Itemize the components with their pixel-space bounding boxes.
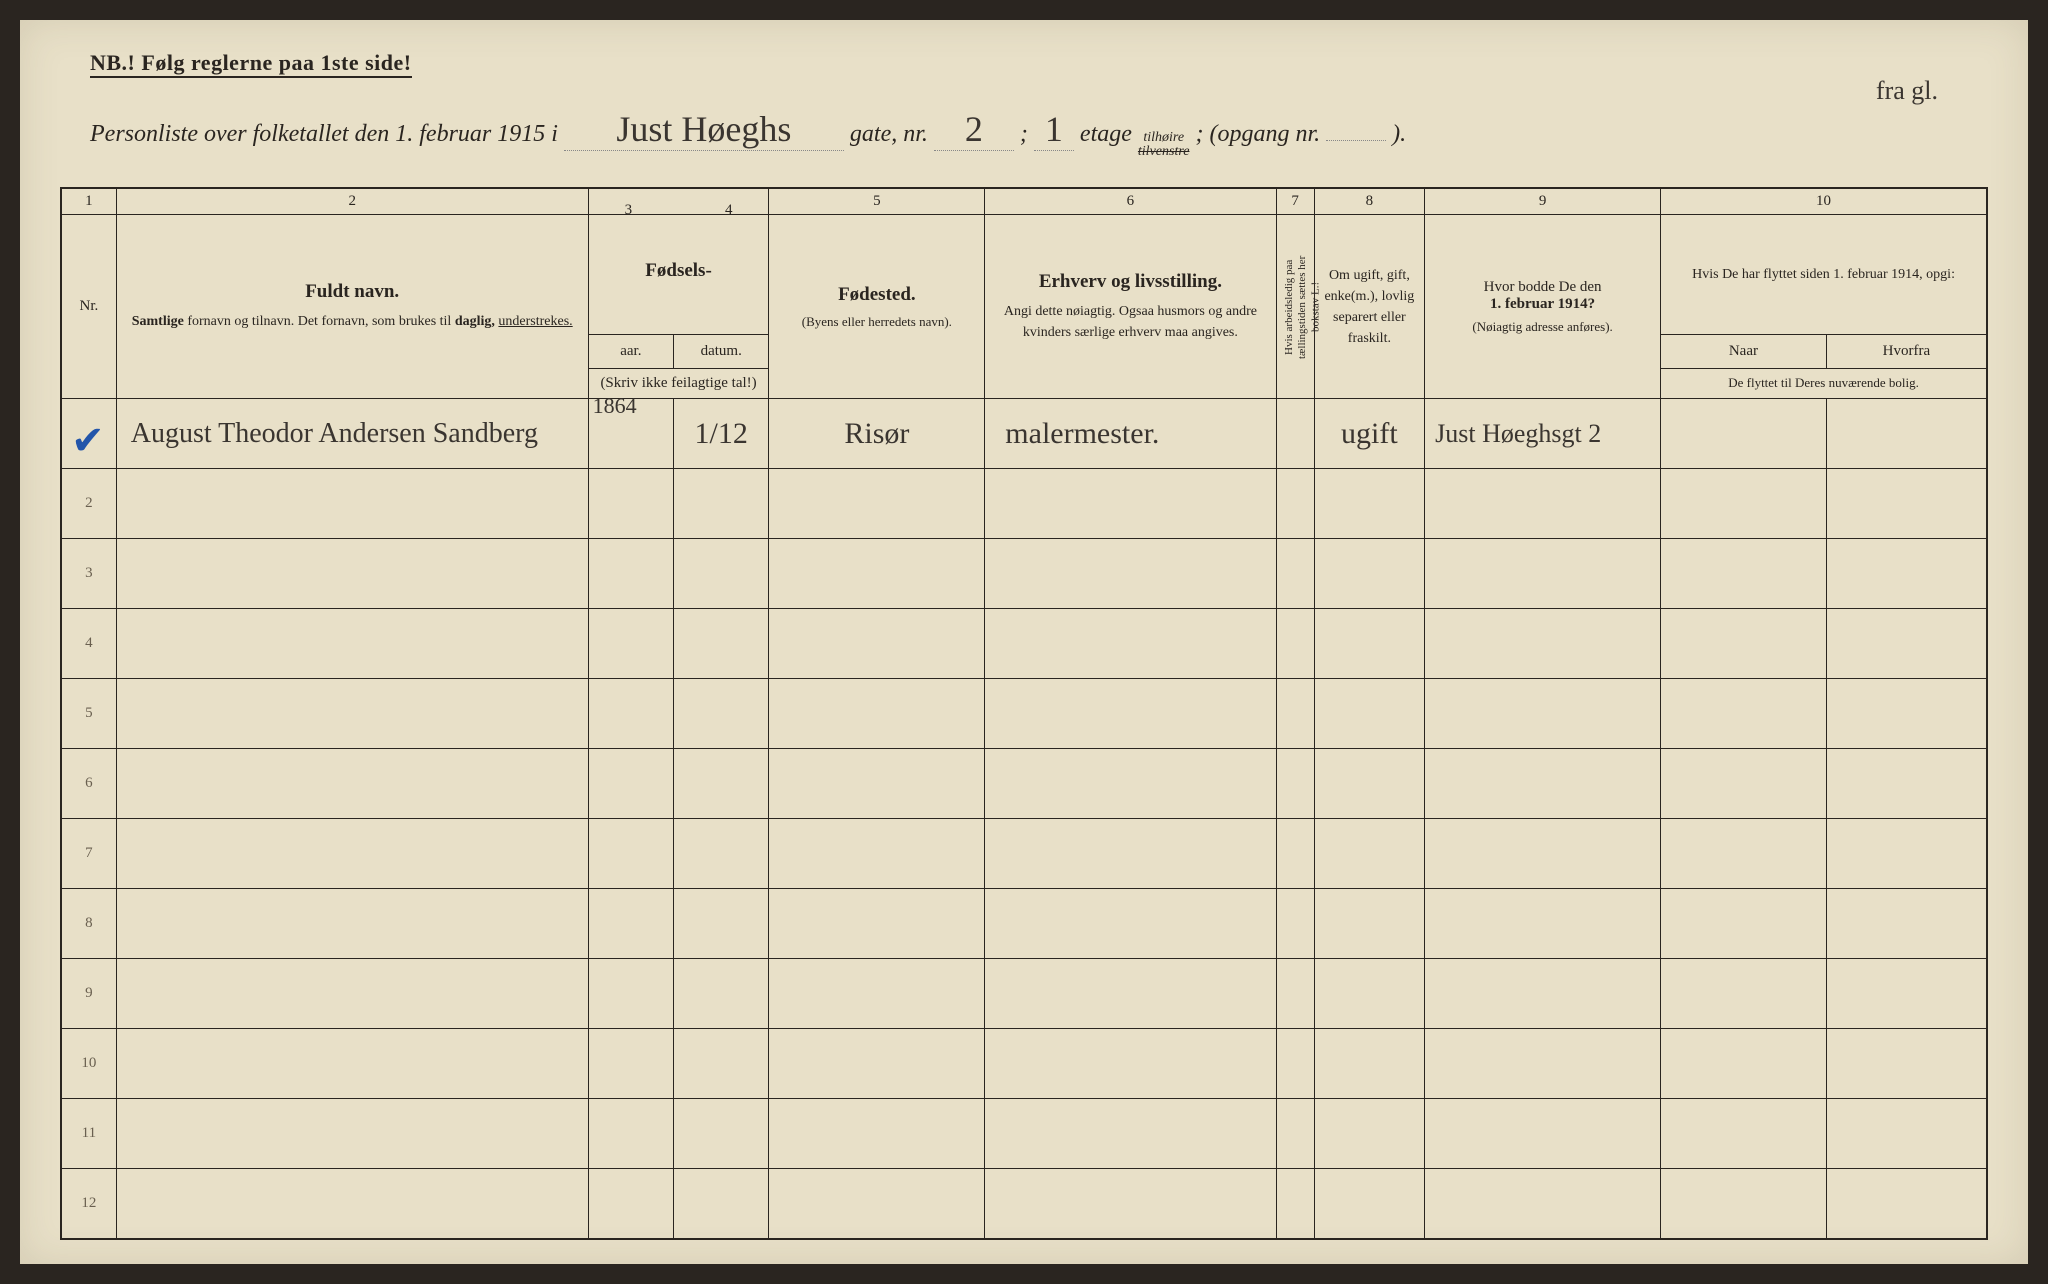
row-nr: 3: [61, 539, 116, 609]
checkmark-icon: ✔: [71, 417, 105, 464]
cell-date: 1/12: [674, 399, 769, 469]
colnum-8: 8: [1314, 188, 1424, 215]
hdr-moved-when: Naar: [1661, 335, 1827, 369]
colnum-2: 2: [116, 188, 588, 215]
cell-moved-when: [1661, 399, 1827, 469]
table-header: 1 2 3 4 5 6 7 8 9 10 Nr. Fuldt navn. Sam…: [61, 188, 1987, 399]
hdr-marital: Om ugift, gift, enke(m.), lovlig separer…: [1314, 215, 1424, 399]
opgang-number-fillin: [1326, 140, 1386, 141]
census-form-page: NB.! Følg reglerne paa 1ste side! fra gl…: [20, 20, 2028, 1264]
street-name-fillin: Just Høeghs: [564, 108, 844, 151]
gate-label: gate, nr.: [850, 121, 928, 148]
side-tilhoire: tilhøire: [1143, 131, 1184, 145]
top-right-annotation: fra gl.: [1876, 76, 1938, 106]
cell-birthplace: Risør: [769, 399, 985, 469]
table-row: 10: [61, 1029, 1987, 1099]
hdr-date: datum.: [674, 335, 769, 369]
cell-addr1914: Just Høeghsgt 2: [1425, 399, 1661, 469]
hdr-unemployed: Hvis arbeidsledig paa tællingstiden sætt…: [1276, 215, 1314, 399]
census-table: 1 2 3 4 5 6 7 8 9 10 Nr. Fuldt navn. Sam…: [60, 187, 1988, 1240]
table-row: 6: [61, 749, 1987, 819]
hdr-year: aar.: [588, 335, 673, 369]
header-line: Personliste over folketallet den 1. febr…: [90, 108, 1988, 159]
row-nr: 10: [61, 1029, 116, 1099]
table-row: ✔ 1 August Theodor Andersen Sandberg 186…: [61, 399, 1987, 469]
table-row: 8: [61, 889, 1987, 959]
row-nr: 9: [61, 959, 116, 1029]
cell-name: August Theodor Andersen Sandberg: [116, 399, 588, 469]
colnum-5: 5: [769, 188, 985, 215]
hdr-addr1914: Hvor bodde De den 1. februar 1914? (Nøia…: [1425, 215, 1661, 399]
row-nr: 6: [61, 749, 116, 819]
row-nr: 12: [61, 1169, 116, 1239]
cell-moved-from: [1826, 399, 1987, 469]
opgang-label: (opgang nr.: [1209, 121, 1320, 148]
colnum-9: 9: [1425, 188, 1661, 215]
table-row: 4: [61, 609, 1987, 679]
row-nr: ✔ 1: [61, 399, 116, 469]
table-row: 11: [61, 1099, 1987, 1169]
colnum-34: 3 4: [588, 188, 769, 215]
hdr-moved-from: Hvorfra: [1826, 335, 1987, 369]
hdr-occupation: Erhverv og livsstilling. Angi dette nøia…: [985, 215, 1276, 399]
hdr-birth-group: Fødsels-: [588, 215, 769, 335]
etage-label: etage: [1080, 121, 1132, 148]
cell-marital: ugift: [1314, 399, 1424, 469]
etage-number-fillin: 1: [1034, 108, 1074, 151]
hdr-moved-sub: De flyttet til Deres nuværende bolig.: [1661, 369, 1987, 399]
row-nr: 8: [61, 889, 116, 959]
row-nr: 7: [61, 819, 116, 889]
hdr-name: Fuldt navn. Samtlige fornavn og tilnavn.…: [116, 215, 588, 399]
colnum-7: 7: [1276, 188, 1314, 215]
gate-number-fillin: 2: [934, 108, 1014, 151]
table-row: 5: [61, 679, 1987, 749]
nb-instruction: NB.! Følg reglerne paa 1ste side!: [90, 50, 412, 78]
header-main-row: Nr. Fuldt navn. Samtlige fornavn og tiln…: [61, 215, 1987, 335]
cell-unemployed: [1276, 399, 1314, 469]
side-tilvenstre: tilvenstre: [1138, 145, 1190, 159]
column-number-row: 1 2 3 4 5 6 7 8 9 10: [61, 188, 1987, 215]
header-prefix: Personliste over folketallet den 1. febr…: [90, 121, 558, 148]
colnum-1: 1: [61, 188, 116, 215]
row-nr: 4: [61, 609, 116, 679]
row-nr: 5: [61, 679, 116, 749]
colnum-10: 10: [1661, 188, 1987, 215]
hdr-birthplace: Fødested. (Byens eller herredets navn).: [769, 215, 985, 399]
table-row: 7: [61, 819, 1987, 889]
row-nr: 11: [61, 1099, 116, 1169]
hdr-nr: Nr.: [61, 215, 116, 399]
table-row: 12: [61, 1169, 1987, 1239]
table-row: 2: [61, 469, 1987, 539]
semicolon-2: ;: [1195, 121, 1203, 148]
table-body: ✔ 1 August Theodor Andersen Sandberg 186…: [61, 399, 1987, 1239]
table-row: 9: [61, 959, 1987, 1029]
cell-year: 1864: [588, 399, 673, 469]
hdr-moved: Hvis De har flyttet siden 1. februar 191…: [1661, 215, 1987, 335]
colnum-6: 6: [985, 188, 1276, 215]
side-options: tilhøire tilvenstre: [1138, 131, 1190, 159]
row-nr: 2: [61, 469, 116, 539]
table-row: 3: [61, 539, 1987, 609]
semicolon-1: ;: [1020, 121, 1028, 148]
cell-occupation: malermester.: [985, 399, 1276, 469]
close-paren: ).: [1392, 121, 1406, 148]
